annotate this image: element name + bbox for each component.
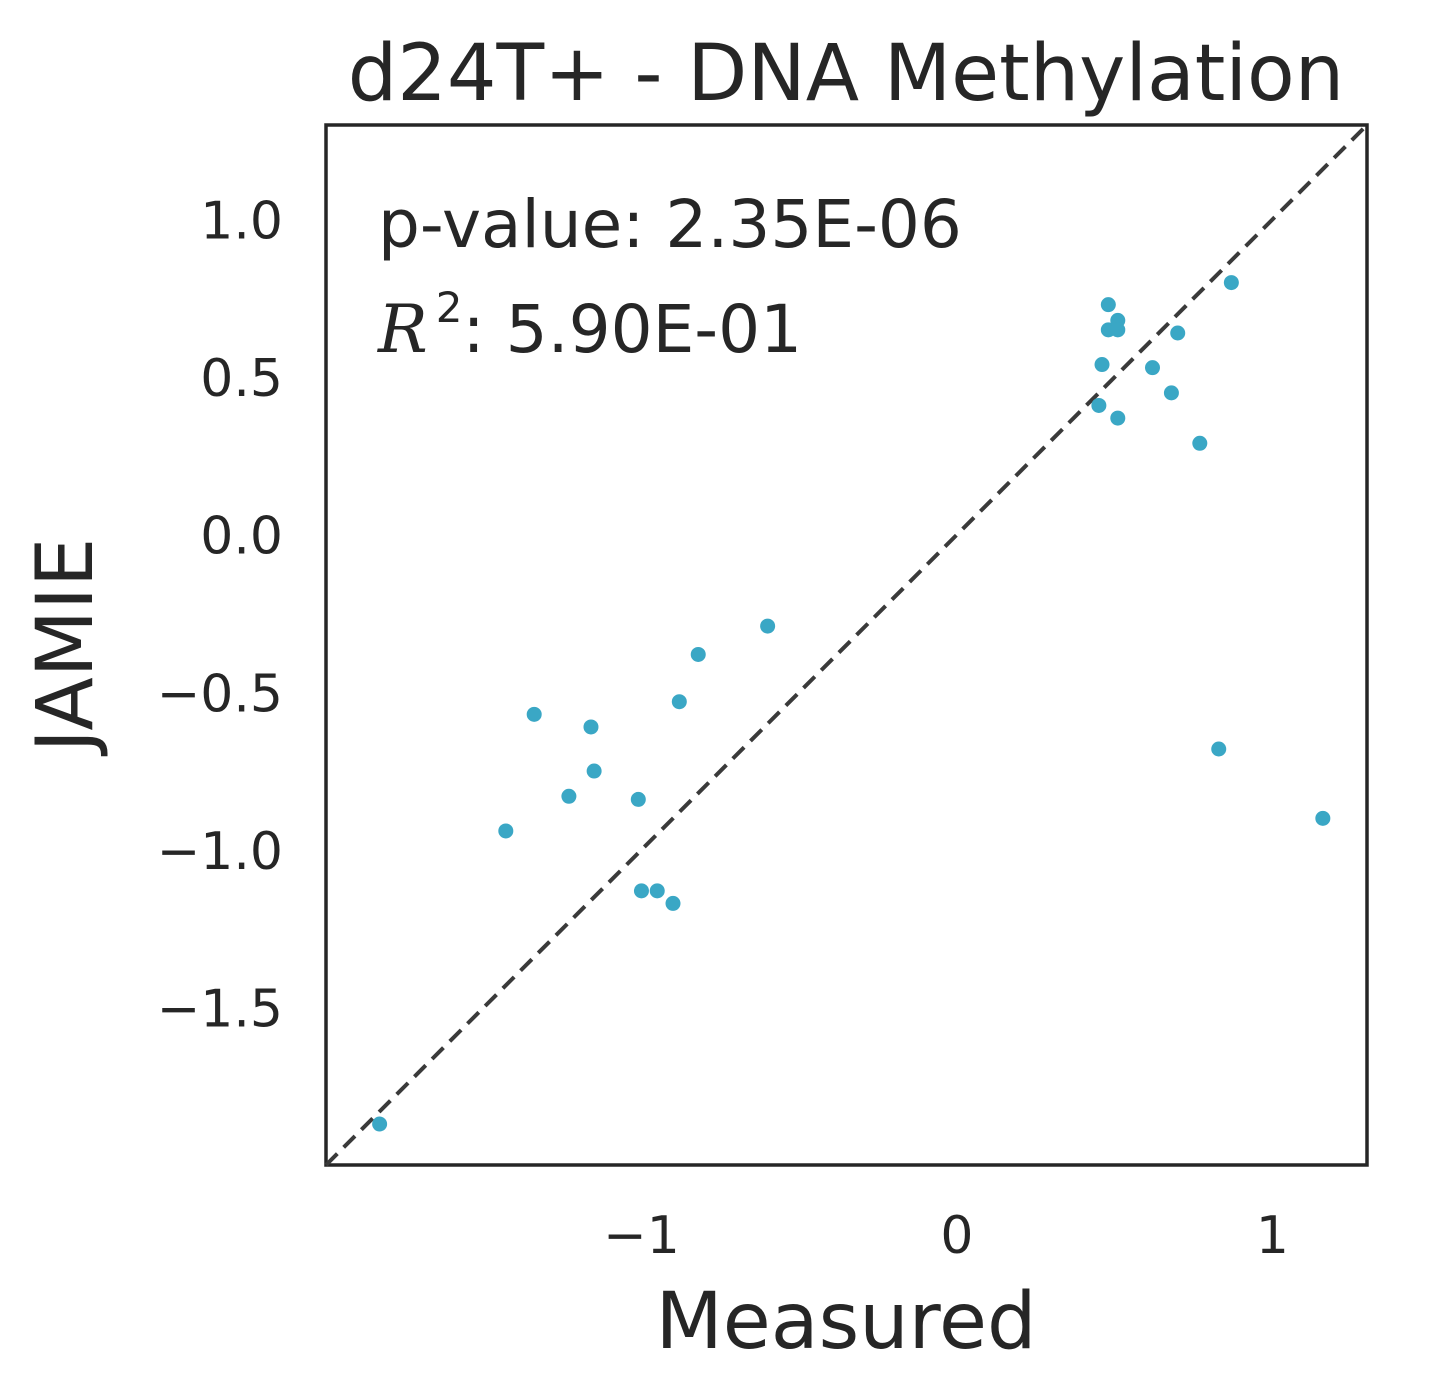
data-point — [372, 1116, 388, 1132]
data-point — [583, 719, 599, 735]
identity-reference-line — [324, 123, 1369, 1167]
data-point — [1315, 810, 1331, 826]
x-axis-label: Measured — [655, 1277, 1036, 1367]
data-point — [1100, 297, 1116, 313]
r2-annotation: R 2: 5.90E-01 — [377, 283, 802, 368]
pvalue-annotation: p-value: 2.35E-06 — [378, 186, 962, 263]
chart-title: d24T+ - DNA Methylation — [348, 29, 1344, 119]
data-point — [1091, 397, 1107, 413]
data-point — [1094, 357, 1110, 373]
data-point — [1110, 410, 1126, 426]
x-tick-label: 0 — [940, 1206, 973, 1266]
data-point — [1110, 322, 1126, 338]
data-points — [372, 275, 1331, 1132]
data-point — [561, 788, 577, 804]
data-point — [630, 791, 646, 807]
y-tick-label: −0.5 — [157, 664, 283, 724]
data-point — [649, 883, 665, 899]
data-point — [760, 618, 776, 634]
y-tick-label: 0.0 — [200, 507, 283, 567]
data-point — [671, 694, 687, 710]
plot-frame — [324, 123, 1369, 1167]
y-axis-ticks: 1.0 0.5 0.0 −0.5 −1.0 −1.5 — [157, 192, 283, 1040]
data-point — [1192, 435, 1208, 451]
data-point — [665, 895, 681, 911]
x-tick-label: −1 — [603, 1206, 680, 1266]
data-point — [586, 763, 602, 779]
y-tick-label: −1.5 — [157, 979, 283, 1039]
r2-exponent: 2 — [436, 283, 463, 332]
data-point — [633, 883, 649, 899]
x-tick-label: 1 — [1256, 1206, 1289, 1266]
plot-area — [324, 123, 1369, 1167]
data-point — [1223, 275, 1239, 291]
data-point — [690, 646, 706, 662]
r2-value: : 5.90E-01 — [462, 291, 802, 368]
x-axis-ticks: −1 0 1 — [603, 1206, 1289, 1266]
y-tick-label: 1.0 — [200, 192, 283, 252]
data-point — [498, 823, 514, 839]
data-point — [1163, 385, 1179, 401]
y-tick-label: −1.0 — [157, 822, 283, 882]
data-point — [1144, 360, 1160, 376]
data-point — [526, 706, 542, 722]
r2-symbol: R — [377, 291, 428, 368]
y-tick-label: 0.5 — [200, 349, 283, 409]
y-axis-label: JAMIE — [21, 538, 111, 758]
data-point — [1170, 325, 1186, 341]
data-point — [1211, 741, 1227, 757]
